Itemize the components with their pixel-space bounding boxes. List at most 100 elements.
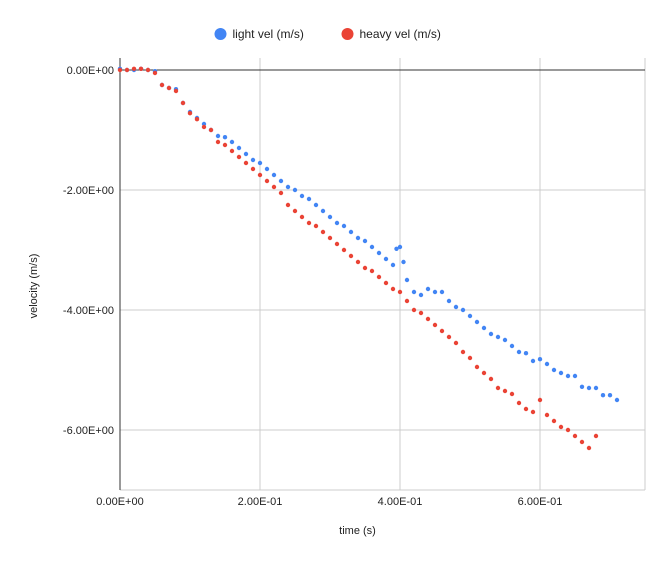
data-point bbox=[299, 193, 305, 199]
data-point bbox=[565, 427, 571, 433]
y-tick-label: -4.00E+00 bbox=[63, 305, 114, 317]
data-point bbox=[250, 157, 256, 163]
data-point bbox=[446, 298, 452, 304]
data-point bbox=[404, 298, 410, 304]
data-point bbox=[390, 286, 396, 292]
data-point bbox=[600, 393, 606, 398]
data-point bbox=[208, 127, 214, 133]
data-point bbox=[355, 235, 361, 241]
data-point bbox=[320, 229, 326, 235]
data-point bbox=[523, 406, 529, 412]
data-point bbox=[516, 400, 522, 406]
data-point bbox=[236, 154, 242, 160]
x-tick-label: 4.00E-01 bbox=[378, 496, 423, 508]
data-point bbox=[544, 412, 550, 418]
data-point bbox=[572, 373, 578, 379]
data-point bbox=[201, 124, 207, 130]
data-point bbox=[530, 358, 536, 364]
data-point bbox=[348, 253, 354, 259]
data-point bbox=[467, 355, 473, 361]
data-point bbox=[460, 307, 466, 313]
data-point bbox=[180, 100, 186, 106]
data-point bbox=[362, 265, 368, 271]
data-point bbox=[131, 66, 137, 72]
data-point bbox=[516, 349, 522, 355]
data-point bbox=[467, 313, 473, 319]
data-point bbox=[264, 178, 270, 184]
data-point bbox=[530, 409, 536, 415]
legend-label: heavy vel (m/s) bbox=[360, 27, 441, 41]
data-point bbox=[257, 160, 263, 166]
data-point bbox=[271, 172, 277, 178]
data-point bbox=[411, 307, 417, 313]
data-point bbox=[495, 385, 501, 391]
y-axis-title: velocity (m/s) bbox=[28, 254, 40, 319]
data-point bbox=[537, 357, 543, 362]
data-point bbox=[243, 151, 249, 157]
data-point bbox=[376, 250, 382, 256]
data-point bbox=[439, 289, 445, 295]
data-point bbox=[222, 142, 228, 148]
data-point bbox=[334, 220, 340, 226]
data-point bbox=[166, 85, 172, 91]
data-point bbox=[397, 244, 403, 250]
data-point bbox=[425, 286, 431, 292]
data-point bbox=[348, 229, 354, 235]
data-point bbox=[313, 223, 319, 229]
data-point bbox=[432, 322, 438, 328]
tick-labels: 0.00E+00 2.00E-01 4.00E-01 6.00E-01 0.00E+00… bbox=[63, 65, 562, 508]
data-point bbox=[124, 67, 130, 73]
data-point bbox=[579, 439, 585, 445]
data-point bbox=[544, 361, 550, 367]
data-point bbox=[243, 160, 249, 166]
data-point bbox=[285, 184, 291, 190]
x-axis-title: time (s) bbox=[339, 525, 376, 537]
data-point bbox=[376, 274, 382, 280]
data-point bbox=[341, 223, 347, 229]
data-point bbox=[320, 208, 326, 214]
data-point bbox=[558, 424, 564, 430]
data-point bbox=[401, 259, 406, 265]
data-point bbox=[411, 289, 417, 295]
data-point bbox=[565, 373, 571, 379]
y-tick-label: 0.00E+00 bbox=[67, 65, 114, 77]
data-point bbox=[138, 66, 144, 72]
data-point bbox=[292, 187, 298, 193]
data-point bbox=[390, 262, 396, 268]
x-tick-label: 0.00E+00 bbox=[96, 496, 143, 508]
data-point bbox=[394, 246, 399, 251]
data-point bbox=[215, 133, 221, 139]
data-point bbox=[425, 316, 431, 322]
data-point bbox=[523, 351, 529, 356]
data-point bbox=[250, 166, 256, 172]
data-point bbox=[488, 376, 494, 382]
data-point bbox=[145, 67, 151, 73]
data-point bbox=[117, 67, 123, 73]
data-point bbox=[222, 135, 228, 140]
y-tick-label: -6.00E+00 bbox=[63, 425, 114, 437]
data-point bbox=[397, 289, 403, 295]
data-point bbox=[278, 178, 284, 184]
axes bbox=[119, 58, 645, 490]
data-point bbox=[418, 292, 424, 298]
data-point bbox=[488, 331, 494, 337]
data-point bbox=[257, 172, 263, 178]
series-heavy-vel bbox=[117, 66, 599, 451]
data-point bbox=[593, 433, 599, 439]
data-point bbox=[194, 117, 200, 122]
data-point bbox=[460, 349, 466, 355]
data-point bbox=[446, 334, 452, 340]
data-point bbox=[586, 445, 592, 451]
data-point bbox=[383, 256, 389, 262]
data-point bbox=[292, 208, 298, 214]
data-point bbox=[439, 328, 445, 334]
data-point bbox=[558, 370, 564, 376]
data-point bbox=[572, 433, 578, 439]
legend-marker bbox=[341, 28, 354, 40]
data-point bbox=[362, 238, 368, 244]
data-point bbox=[369, 244, 375, 250]
data-point bbox=[278, 190, 284, 196]
data-point bbox=[271, 184, 277, 190]
data-point bbox=[264, 166, 270, 172]
